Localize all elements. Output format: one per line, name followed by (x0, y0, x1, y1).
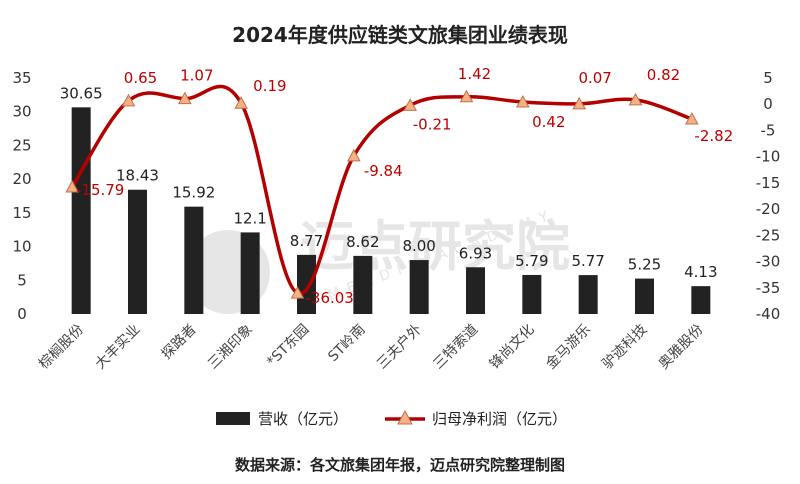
line-marker-icon (684, 111, 699, 125)
line-marker-icon (234, 96, 249, 109)
bar (184, 206, 204, 314)
category-labels: 棕榈股份 大丰实业 探路者 三湘印象 *ST东园 ST岭南 三夫户外 三特索道 锋尚文化 金马游乐… (36, 321, 707, 373)
bar-value-label: 18.43 (116, 167, 159, 185)
bar (522, 274, 542, 314)
bar-value-label: 5.25 (628, 256, 661, 274)
right-tick-label: -10 (756, 148, 781, 166)
source-note: 数据来源：各文旅集团年报，迈点研究院整理制图 (235, 456, 565, 474)
bar-value-label: 8.77 (290, 232, 323, 250)
legend-marker-icon (397, 409, 413, 425)
bar (691, 286, 711, 314)
bar (578, 275, 598, 314)
bar-value-label: 6.93 (459, 244, 492, 262)
line-value-label: -36.03 (306, 289, 354, 307)
line-markers (65, 89, 699, 299)
line-value-label: -0.21 (413, 115, 452, 133)
right-tick-label: -30 (756, 253, 781, 271)
category-label: 驴迹科技 (599, 322, 650, 373)
category-label: 奥雅股份 (655, 321, 707, 373)
line-marker-icon (459, 89, 474, 103)
line-marker-icon (177, 91, 192, 105)
bar (466, 267, 485, 314)
left-tick-label: 0 (17, 305, 27, 323)
line-marker-icon (65, 179, 80, 193)
line-value-label: 0.07 (578, 69, 611, 87)
right-tick-label: -25 (756, 226, 781, 244)
line-value-label: 0.82 (647, 66, 680, 84)
right-tick-label: 5 (763, 69, 773, 87)
bar (71, 107, 91, 315)
bar-series (71, 107, 711, 315)
line-marker-icon (290, 286, 305, 299)
line-value-label: 1.07 (180, 67, 213, 85)
bar (409, 260, 429, 314)
bar-value-label: 15.92 (172, 184, 215, 202)
bar-value-label: 8.00 (402, 237, 435, 255)
right-tick-label: -35 (756, 279, 781, 297)
line-value-label: 0.19 (253, 77, 286, 95)
line-marker-icon (572, 96, 587, 110)
right-axis: 5 0 -5 -10 -15 -20 -25 -30 -35 -40 (756, 69, 781, 323)
bar-value-label: 5.79 (515, 252, 548, 270)
category-label: 大丰实业 (92, 322, 143, 373)
left-tick-label: 20 (12, 170, 31, 188)
left-axis: 0 5 10 15 20 25 30 35 (12, 69, 31, 323)
category-label: 三夫户外 (373, 321, 425, 373)
legend-line-label: 归母净利润（亿元） (432, 410, 567, 428)
bar-value-label: 5.77 (571, 252, 604, 270)
bar-value-label: 12.1 (233, 209, 266, 227)
bar (128, 189, 147, 314)
bar-value-label: 4.13 (684, 263, 717, 281)
bar (353, 255, 373, 314)
right-tick-label: -5 (761, 121, 776, 139)
category-label: *ST东园 (264, 322, 312, 370)
right-tick-label: -20 (756, 200, 781, 218)
left-tick-label: 25 (12, 136, 31, 154)
line-marker-icon (628, 92, 643, 106)
left-tick-label: 10 (12, 238, 31, 256)
line-value-label: 1.42 (458, 65, 491, 83)
legend-bar-label: 营收（亿元） (258, 410, 348, 428)
left-tick-label: 5 (17, 271, 27, 289)
line-marker-icon (121, 93, 136, 107)
right-tick-label: -40 (756, 305, 781, 323)
chart-title: 2024年度供应链类文旅集团业绩表现 (232, 23, 568, 47)
line-value-label: -2.82 (694, 127, 733, 145)
category-label: 金马游乐 (543, 322, 594, 373)
line-marker-icon (346, 148, 361, 162)
bar-labels: 30.65 18.43 15.92 12.1 8.77 8.62 8.00 6.93 5.79 5… (60, 84, 718, 281)
watermark-text-cn: 迈点研究院 (300, 215, 570, 278)
line-value-label: 0.42 (532, 113, 565, 131)
profit-line (70, 84, 693, 296)
legend: 营收（亿元） 归母净利润（亿元） (216, 409, 567, 428)
line-value-label: -9.84 (364, 162, 403, 180)
category-label: 三特索道 (430, 321, 482, 373)
category-label: 三湘印象 (205, 322, 256, 373)
category-label: 探路者 (159, 322, 200, 363)
bar (297, 254, 316, 314)
category-label: 锋尚文化 (487, 322, 538, 373)
line-labels: -15.79 0.65 1.07 0.19 -36.03 -9.84 -0.21 1.42 0.… (76, 65, 733, 307)
line-value-label: 0.65 (124, 69, 157, 87)
line-marker-icon (515, 94, 530, 108)
left-tick-label: 35 (12, 69, 31, 87)
bar-value-label: 30.65 (60, 84, 103, 102)
category-label: 棕榈股份 (36, 322, 87, 373)
bar (635, 278, 654, 314)
bar (240, 232, 260, 314)
line-marker-icon (403, 98, 418, 111)
right-tick-label: -15 (756, 174, 781, 192)
legend-bar-swatch (216, 412, 250, 425)
category-label: ST岭南 (325, 322, 368, 365)
left-tick-label: 30 (12, 103, 31, 121)
bar-value-label: 8.62 (346, 233, 379, 251)
left-tick-label: 15 (12, 204, 31, 222)
right-tick-label: 0 (763, 95, 773, 113)
line-value-label: -15.79 (76, 181, 124, 199)
